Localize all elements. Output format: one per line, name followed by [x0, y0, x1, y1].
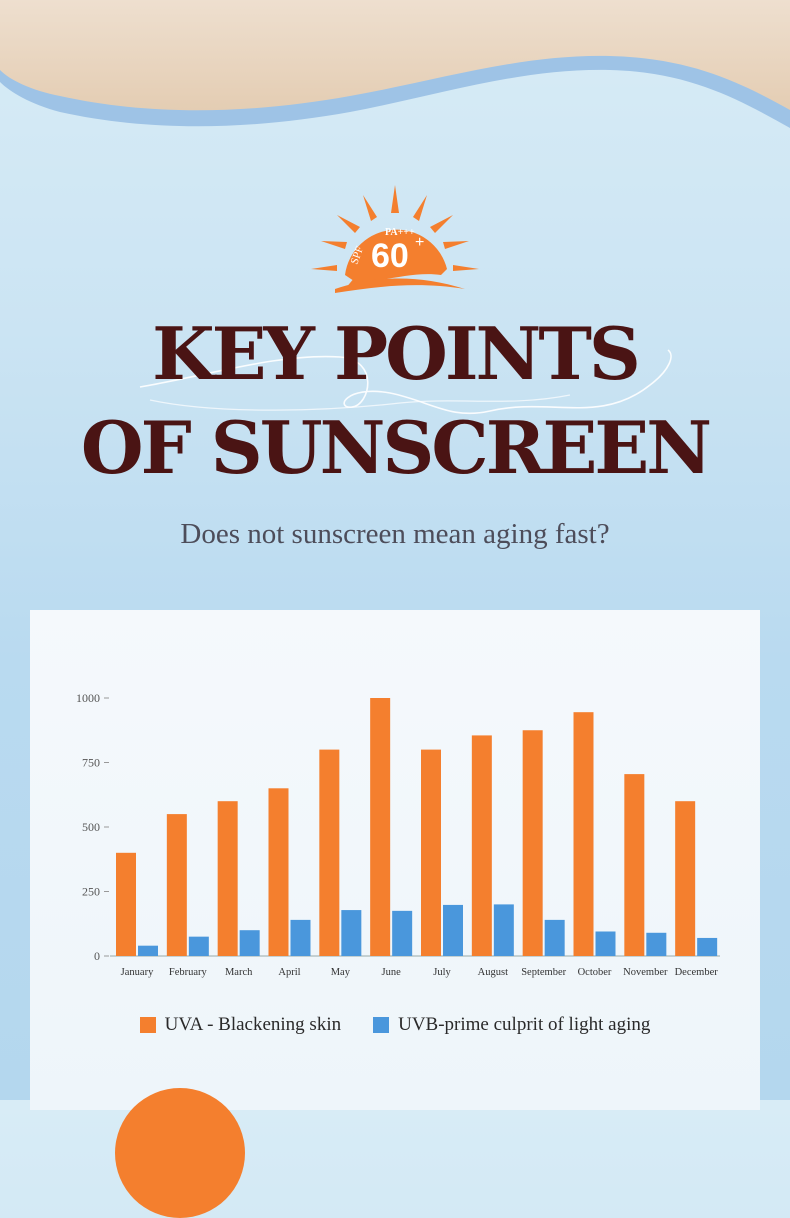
- uva-bar: [166, 814, 187, 956]
- uvb-bar: [239, 930, 260, 956]
- x-tick-label: June: [382, 967, 402, 978]
- y-tick-label: 0: [94, 949, 100, 963]
- uva-bar: [319, 749, 340, 956]
- legend-label-uva: UVA - Blackening skin: [164, 1014, 342, 1035]
- uva-bar: [573, 712, 594, 956]
- uvb-bar: [493, 904, 514, 956]
- uvb-bar: [341, 910, 362, 956]
- x-tick-label: January: [121, 967, 154, 978]
- uva-bar: [268, 788, 289, 956]
- x-tick-label: April: [278, 967, 300, 978]
- subtitle: Does not sunscreen mean aging fast?: [180, 518, 610, 550]
- chart-card: 0 250 500 750 1000 January February March April M…: [30, 610, 760, 1218]
- y-tick-label: 500: [82, 820, 100, 834]
- legend-swatch-uvb: [373, 1017, 390, 1033]
- uvb-bar: [188, 936, 209, 956]
- orange-circle-decoration: [115, 1088, 245, 1218]
- uva-bar: [116, 852, 136, 956]
- x-tick-label: August: [478, 967, 508, 978]
- page-title-line-2: OF SUNSCREEN: [80, 405, 712, 490]
- uvb-bar: [138, 945, 158, 956]
- x-tick-label: March: [225, 967, 253, 978]
- uvb-bar: [392, 910, 413, 956]
- uvb-bar: [443, 904, 463, 956]
- uv-bar-chart: 0 250 500 750 1000 January February March April M…: [76, 691, 720, 978]
- uvb-bar: [697, 937, 718, 956]
- uvb-bar: [290, 919, 311, 956]
- logo-spf-value: 60: [371, 237, 409, 275]
- uvb-bar: [595, 931, 616, 956]
- sun-spf-logo: PA+++ SPF 60 +: [311, 185, 479, 293]
- page-title-line-1: KEY POINTS: [152, 311, 641, 396]
- logo-spf-text: SPF: [349, 245, 367, 266]
- x-tick-label: December: [675, 967, 719, 978]
- uva-bar: [522, 730, 543, 956]
- y-tick-label: 750: [82, 756, 100, 770]
- top-wave-decoration: [0, 0, 790, 128]
- uva-bar: [675, 801, 696, 956]
- chart-legend: UVA - Blackening skin UVB-prime culprit …: [30, 1008, 760, 1042]
- uva-bar: [624, 774, 645, 956]
- legend-item-uva: UVA - Blackening skin: [139, 1014, 342, 1036]
- uva-bar: [217, 801, 238, 956]
- y-tick-label: 1000: [76, 691, 100, 705]
- x-tick-label: September: [521, 967, 566, 978]
- x-tick-label: November: [623, 967, 668, 978]
- logo-plus-text: +: [415, 234, 424, 251]
- uva-bar: [421, 749, 441, 956]
- decorative-swirl-line: [139, 349, 672, 415]
- uva-bar: [471, 735, 492, 956]
- legend-label-uvb: UVB-prime culprit of light aging: [398, 1014, 651, 1035]
- x-tick-label: July: [433, 967, 451, 978]
- y-tick-label: 250: [82, 885, 100, 899]
- uvb-bar: [544, 919, 565, 956]
- legend-swatch-uva: [139, 1017, 156, 1033]
- legend-item-uvb: UVB-prime culprit of light aging: [373, 1014, 650, 1036]
- logo-pa-text: PA+++: [385, 227, 415, 238]
- x-tick-label: October: [578, 967, 612, 978]
- uva-bar: [370, 698, 391, 956]
- uvb-bar: [646, 932, 667, 956]
- x-tick-label: May: [331, 967, 351, 978]
- x-tick-label: February: [169, 967, 208, 978]
